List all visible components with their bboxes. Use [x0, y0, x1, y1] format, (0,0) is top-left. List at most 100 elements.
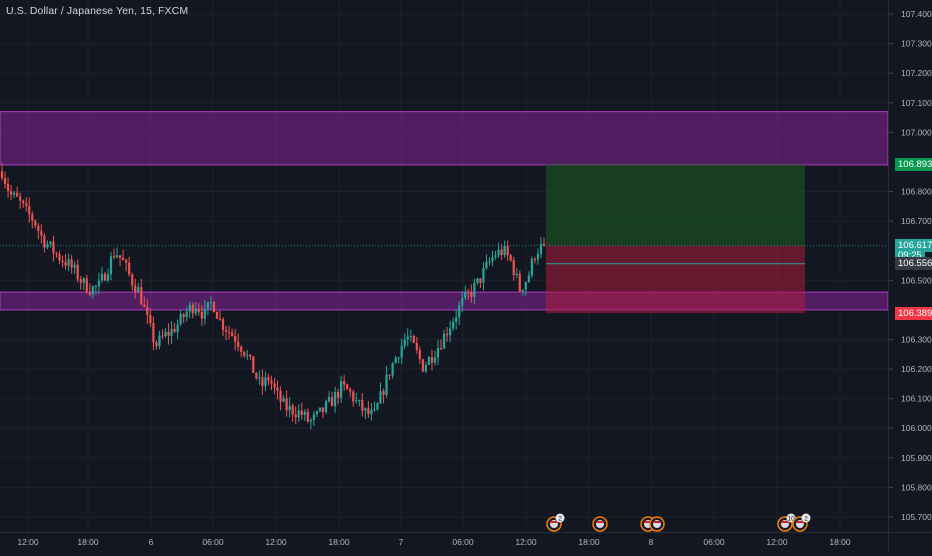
- candle-body: [349, 389, 352, 392]
- candle-body: [446, 333, 449, 336]
- event-flag-icon-stripe: [596, 521, 604, 523]
- candle-body: [109, 256, 113, 275]
- candle-body: [312, 414, 315, 420]
- candle-body: [185, 311, 188, 318]
- y-tick-label: 105.700: [901, 512, 932, 522]
- y-tick-label: 106.100: [901, 394, 932, 404]
- candle-body: [503, 245, 506, 256]
- candle-body: [321, 407, 325, 412]
- x-tick-label: 7: [399, 537, 404, 547]
- candle-body: [215, 312, 219, 319]
- candle-body: [379, 391, 382, 404]
- candle-body: [449, 328, 452, 336]
- candle-body: [161, 335, 164, 337]
- candle-body: [149, 315, 152, 324]
- candle-body: [282, 398, 285, 402]
- candle-body: [197, 308, 200, 312]
- candle-body: [418, 349, 421, 360]
- candle-body: [85, 278, 88, 293]
- candle-body: [191, 304, 194, 314]
- candle-body: [194, 308, 197, 314]
- candle-body: [297, 410, 300, 418]
- candle-body: [533, 258, 537, 260]
- candle-body: [170, 328, 173, 336]
- candle-body: [19, 196, 22, 201]
- x-tick-label: 6: [149, 537, 154, 547]
- candle-body: [355, 400, 358, 402]
- candle-body: [37, 225, 40, 231]
- price-axis-ticks: 107.400 107.300 107.200 107.100 107.000 106.8…: [889, 9, 932, 522]
- candle-body: [337, 391, 340, 398]
- candle-body: [309, 419, 312, 422]
- candle-body: [436, 348, 440, 358]
- candle-body: [536, 253, 540, 260]
- price-tag: 106.893: [895, 157, 932, 171]
- price-plot[interactable]: 2 10 2: [0, 0, 888, 532]
- candle-body: [134, 285, 137, 293]
- candle-body: [343, 381, 346, 385]
- candle-body: [327, 397, 331, 402]
- candle-body: [173, 328, 176, 333]
- candle-body: [479, 278, 482, 283]
- candle-body: [388, 374, 391, 376]
- candle-body: [261, 377, 264, 387]
- candle-body: [521, 289, 524, 292]
- candle-body: [40, 230, 43, 236]
- candle-body: [146, 306, 149, 316]
- candle-body: [115, 255, 119, 258]
- candle-body: [306, 411, 309, 422]
- candle-body: [231, 332, 234, 337]
- candle-body: [458, 305, 461, 318]
- candle-body: [0, 170, 4, 179]
- candle-body: [397, 357, 400, 359]
- x-tick-label: 12:00: [17, 537, 39, 547]
- candle-body: [406, 336, 409, 340]
- candle-body: [415, 342, 418, 350]
- y-tick-label: 107.200: [901, 68, 932, 78]
- candle-body: [430, 357, 434, 363]
- candle-body: [9, 191, 13, 195]
- candle-body: [512, 260, 515, 276]
- candle-body: [470, 292, 473, 297]
- candle-body: [524, 282, 527, 290]
- candle-body: [542, 243, 546, 246]
- candle-body: [200, 311, 203, 319]
- event-flag-icon-stripe: [796, 521, 804, 523]
- candle-body: [176, 324, 179, 333]
- candle-body: [61, 260, 64, 262]
- candle-body: [303, 411, 306, 415]
- candle-body: [370, 409, 373, 415]
- event-markers[interactable]: 2 10 2: [546, 513, 811, 532]
- candle-body: [439, 348, 443, 350]
- candle-body: [52, 241, 55, 254]
- event-flag-icon-stripe: [781, 521, 789, 523]
- x-tick-label: 8: [649, 537, 654, 547]
- candle-body: [31, 214, 34, 221]
- candle-body: [209, 302, 213, 304]
- x-tick-label: 12:00: [515, 537, 537, 547]
- candle-body: [143, 304, 146, 307]
- candle-body: [385, 374, 388, 396]
- candle-body: [25, 203, 28, 206]
- candle-body: [279, 390, 282, 402]
- long-position-tool[interactable]: [546, 164, 805, 314]
- candle-body: [346, 384, 349, 390]
- candle-body: [255, 372, 258, 379]
- candle-body: [455, 317, 458, 322]
- event-count-label: 2: [558, 516, 562, 523]
- candle-body: [64, 261, 67, 266]
- candle-body: [288, 405, 291, 411]
- x-tick-label: 06:00: [452, 537, 474, 547]
- time-axis[interactable]: 12:00 18:00 6 06:00 12:00 18:00 7 06:00 12:00 18:…: [0, 532, 888, 551]
- candle-body: [188, 304, 191, 312]
- candle-body: [240, 346, 243, 352]
- candle-body: [294, 414, 297, 418]
- candle-body: [324, 401, 328, 412]
- event-flag-icon-stripe: [644, 521, 652, 523]
- candle-body: [264, 377, 267, 387]
- candle-body: [88, 292, 91, 295]
- candle-body: [179, 314, 182, 325]
- y-tick-label: 107.300: [901, 39, 932, 49]
- candle-body: [125, 260, 128, 263]
